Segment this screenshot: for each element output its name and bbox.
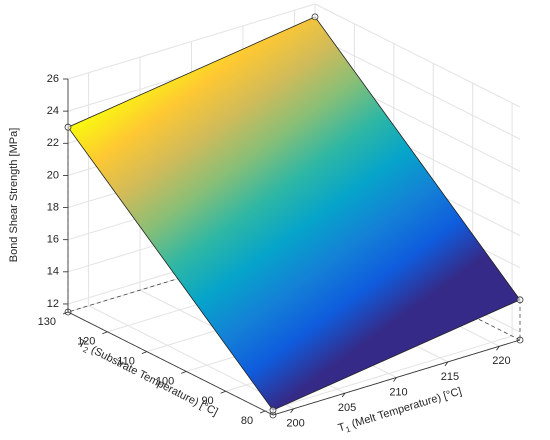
corner-marker (311, 13, 319, 21)
y-axis-label: T2 (Substrate Temperature) [°C] (75, 337, 219, 420)
tick-mark (259, 410, 266, 414)
x-tick-label: 200 (286, 418, 304, 430)
z-tick-label: 26 (47, 73, 59, 85)
z-tick-label: 18 (47, 201, 59, 213)
y-axis-label-subscript: 2 (81, 345, 90, 355)
y-axis-label-text: (Substrate Temperature) [°C] (86, 343, 219, 419)
corner-marker (64, 123, 72, 131)
corner-marker (269, 406, 277, 414)
floor-outline (67, 311, 274, 416)
y-tick-label: 80 (241, 415, 253, 427)
surface (67, 16, 521, 411)
tick-mark (341, 392, 346, 398)
tick-mark (496, 346, 500, 351)
tick-mark (290, 408, 294, 413)
z-tick-label: 22 (47, 137, 59, 149)
x-tick-label: 205 (338, 402, 356, 414)
tick-mark (141, 351, 147, 354)
y-tick-label: 120 (77, 336, 95, 348)
y-tick-label: 130 (38, 316, 56, 328)
tick-mark (444, 361, 449, 367)
grid-line (314, 3, 521, 108)
z-tick-label: 16 (47, 234, 59, 246)
z-tick-label: 12 (47, 298, 59, 310)
tick-mark (393, 377, 397, 382)
grid-line (264, 335, 513, 412)
x-tick-label: 220 (492, 355, 510, 367)
z-axis-label: Bond Shear Strength [MPa] (8, 128, 20, 263)
grid-line (314, 35, 521, 140)
z-tick-label: 20 (47, 169, 59, 181)
y-tick-label: 100 (156, 375, 174, 387)
x-axis-label-symbol: T (337, 421, 347, 435)
z-tick-label: 24 (47, 105, 59, 117)
y-tick-label: 110 (117, 356, 135, 368)
tick-mark (102, 331, 108, 335)
y-tick-label: 90 (201, 395, 213, 407)
corner-marker (516, 296, 524, 304)
x-tick-label: 210 (389, 386, 407, 398)
z-tick-label: 14 (47, 266, 59, 278)
x-axis-label-subscript: 1 (345, 425, 352, 435)
floor-outline (272, 339, 521, 416)
floor-marker (516, 336, 524, 344)
x-tick-label: 215 (441, 371, 459, 383)
y-axis-label-symbol: T (76, 337, 88, 351)
tick-mark (220, 390, 226, 394)
tick-mark (181, 371, 187, 374)
floor-marker (64, 308, 72, 316)
